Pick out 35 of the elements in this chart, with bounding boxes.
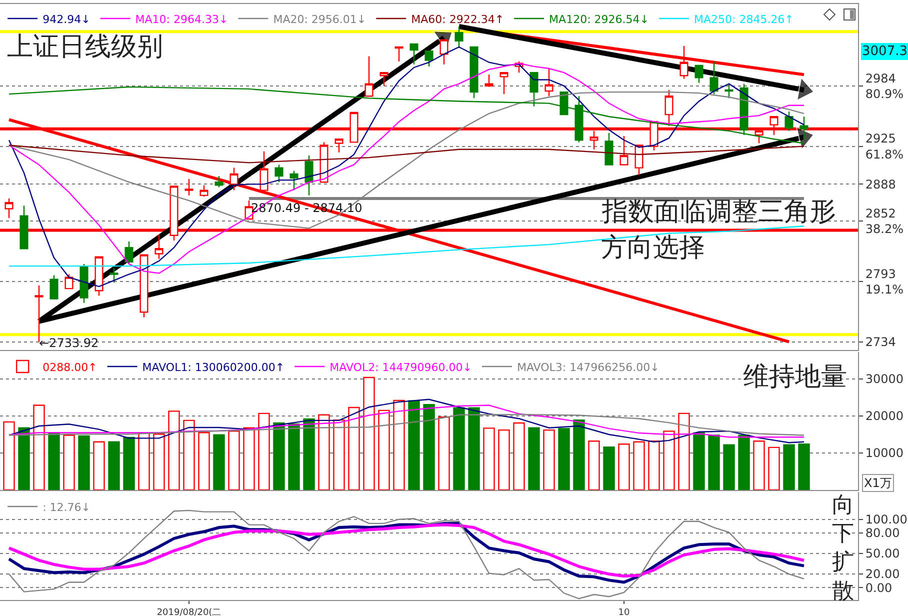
- y-tick-label: 10000: [865, 446, 904, 460]
- y-tick-label: 2793 19.1%: [865, 266, 904, 296]
- legend-label: MA120: 2926.54↓: [549, 12, 649, 26]
- y-tick-label: 100.00: [865, 512, 908, 527]
- legend-label: MAVOL3: 147966256.00↓: [516, 360, 660, 374]
- y-tick-label: 0.00: [865, 580, 892, 595]
- y-tick-label: 2888: [865, 177, 896, 192]
- legend-label: MAVOL2: 144790960.00↓: [330, 360, 472, 374]
- y-tick-label: 2852 38.2%: [865, 206, 904, 236]
- y-tick-label: 2984 80.9%: [865, 71, 904, 101]
- annotation: 方向选择: [601, 233, 705, 263]
- y-tick-label: 2734: [865, 335, 896, 350]
- x-tick-label: 10: [618, 608, 630, 616]
- text: 向下扩散: [832, 493, 854, 604]
- legend-label: 0288.00↑: [42, 360, 98, 374]
- x-tick-label: 2019/08/20(二: [156, 608, 222, 616]
- legend-label: MA60: 2922.34↑: [411, 12, 504, 26]
- text: 上证日线级别: [6, 32, 163, 62]
- y-tick-label: 20.00: [865, 567, 900, 582]
- legend-label: 942.94↓: [42, 12, 90, 26]
- y-tick-label: 50.00: [865, 546, 900, 561]
- text: 3007.3: [862, 44, 908, 59]
- legend-label: MAVOL1: 130060200.00↑: [142, 360, 285, 374]
- legend-label: MA10: 2964.33↓: [135, 12, 228, 26]
- legend-label: : 12.76↓: [42, 500, 90, 514]
- legend-label: MA20: 2956.01↓: [273, 12, 366, 26]
- text: X1万: [864, 476, 892, 490]
- annotation: 维持地量: [743, 362, 847, 392]
- y-tick-label: 30000: [865, 372, 904, 386]
- legend-label: MA250: 2845.26↑: [694, 12, 794, 26]
- y-tick-label: 2925 61.8%: [865, 132, 904, 162]
- annotation: ←2733.92: [39, 336, 99, 350]
- y-tick-label: 80.00: [865, 526, 900, 540]
- annotation: 指数面临调整三角形: [601, 197, 836, 227]
- y-tick-label: 20000: [865, 409, 904, 424]
